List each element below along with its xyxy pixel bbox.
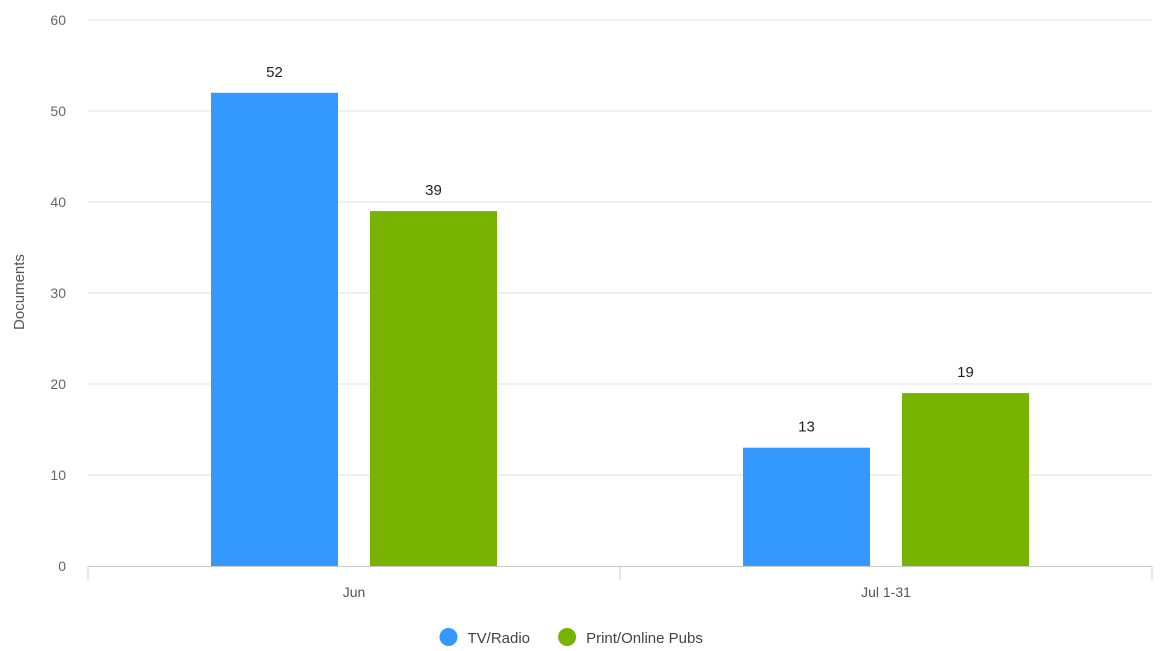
x-axis: Jun Jul 1-31 bbox=[87, 566, 1153, 600]
legend-label: Print/Online Pubs bbox=[586, 630, 703, 647]
bar[interactable] bbox=[902, 393, 1029, 566]
data-label: 39 bbox=[425, 182, 442, 199]
data-labels: 52 39 13 19 bbox=[266, 64, 974, 436]
bar[interactable] bbox=[743, 447, 870, 566]
y-tick-label: 20 bbox=[50, 376, 66, 392]
y-tick-label: 60 bbox=[50, 12, 66, 28]
data-label: 52 bbox=[266, 64, 283, 81]
bar[interactable] bbox=[211, 92, 338, 567]
y-axis-ticks: 0 10 20 30 40 50 60 bbox=[50, 12, 66, 574]
legend-item[interactable]: Print/Online Pubs bbox=[558, 628, 703, 647]
legend-swatch bbox=[439, 628, 458, 646]
bars bbox=[211, 92, 1029, 567]
y-tick-label: 40 bbox=[50, 194, 66, 210]
legend-swatch bbox=[558, 628, 577, 646]
x-category-label: Jul 1-31 bbox=[861, 584, 911, 600]
y-tick-label: 10 bbox=[50, 467, 66, 483]
data-label: 13 bbox=[798, 419, 815, 436]
x-category-label: Jun bbox=[343, 584, 366, 600]
legend-item[interactable]: TV/Radio bbox=[439, 628, 531, 647]
data-label: 19 bbox=[957, 364, 974, 381]
y-tick-label: 30 bbox=[50, 285, 66, 301]
legend-label: TV/Radio bbox=[468, 630, 531, 647]
legend[interactable]: TV/Radio Print/Online Pubs bbox=[439, 628, 703, 647]
y-tick-label: 0 bbox=[58, 558, 66, 574]
y-tick-label: 50 bbox=[50, 103, 66, 119]
bar[interactable] bbox=[370, 211, 497, 566]
y-axis-title: Documents bbox=[11, 254, 28, 330]
